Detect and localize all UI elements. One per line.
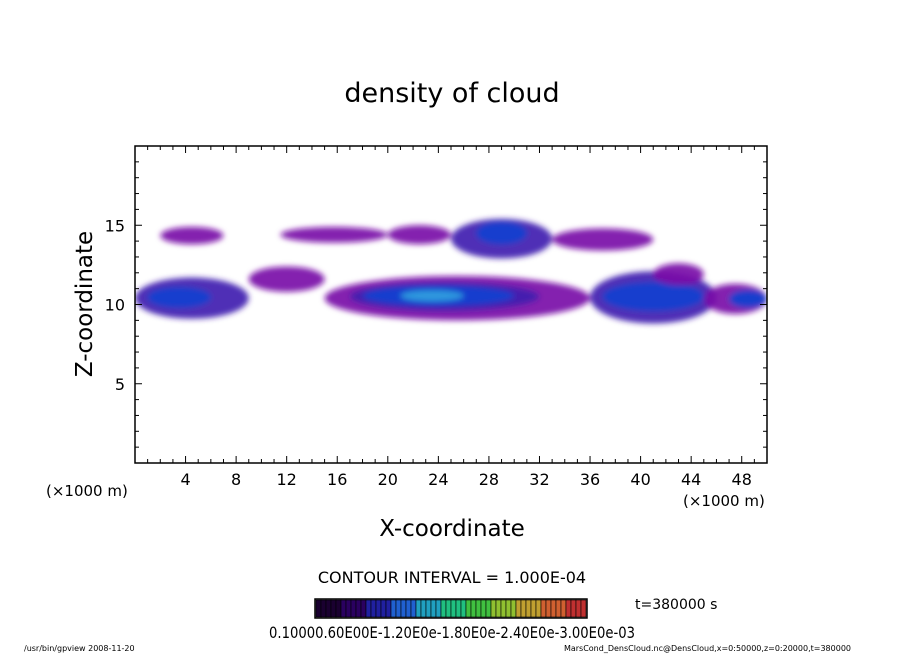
colorbar-swatch	[480, 599, 487, 618]
x-tick-label: 24	[428, 470, 448, 489]
cloud-region	[400, 290, 464, 302]
y-tick-label: 5	[115, 375, 125, 394]
x-tick-label: 28	[479, 470, 499, 489]
cloud-region	[147, 287, 211, 308]
cloud-region	[602, 282, 704, 311]
x-tick-label: 36	[580, 470, 600, 489]
footer-left: /usr/bin/gpview 2008-11-20	[24, 644, 135, 653]
colorbar-swatch	[375, 599, 382, 618]
x-tick-label: 12	[277, 470, 297, 489]
colorbar-frame	[314, 598, 588, 619]
colorbar-swatch	[560, 599, 567, 618]
x-tick-label: 48	[732, 470, 752, 489]
chart-title: density of cloud	[344, 78, 559, 109]
colorbar-swatch	[395, 599, 402, 618]
colorbar-swatch	[495, 599, 502, 618]
x-tick-label: 16	[327, 470, 347, 489]
colorbar-swatch	[400, 599, 407, 618]
colorbar-swatch	[465, 599, 472, 618]
z-unit-label: (×1000 m)	[46, 482, 128, 500]
colorbar-swatch	[535, 599, 542, 618]
colorbar-swatch	[510, 599, 517, 618]
cloud-region	[160, 226, 224, 245]
y-tick-label: 10	[105, 296, 125, 315]
colorbar-swatch	[350, 599, 357, 618]
cloud-region	[653, 263, 704, 286]
x-tick-label: 44	[681, 470, 701, 489]
cloud-region	[248, 266, 325, 292]
colorbar-swatch	[330, 599, 337, 618]
colorbar-swatch	[420, 599, 427, 618]
colorbar-swatch	[570, 599, 577, 618]
colorbar-swatch	[365, 599, 372, 618]
cloud-region	[387, 225, 451, 245]
colorbar-swatch	[345, 599, 352, 618]
colorbar-swatch	[325, 599, 332, 618]
colorbar-swatch	[355, 599, 362, 618]
colorbar-swatch	[565, 599, 572, 618]
colorbar-swatch	[550, 599, 557, 618]
colorbar-swatch	[505, 599, 512, 618]
colorbar-swatch	[525, 599, 532, 618]
colorbar-swatch	[520, 599, 527, 618]
colorbar	[315, 599, 587, 618]
colorbar-swatch	[500, 599, 507, 618]
x-tick-label: 40	[630, 470, 650, 489]
colorbar-swatch	[545, 599, 552, 618]
colorbar-swatch	[575, 599, 582, 618]
x-unit-label: (×1000 m)	[683, 492, 765, 510]
colorbar-swatch	[430, 599, 437, 618]
x-tick-label: 20	[378, 470, 398, 489]
colorbar-swatch	[340, 599, 347, 618]
colorbar-swatch	[360, 599, 367, 618]
colorbar-swatch	[415, 599, 422, 618]
colorbar-swatch	[335, 599, 342, 618]
colorbar-swatch	[515, 599, 522, 618]
colorbar-swatch	[485, 599, 492, 618]
colorbar-swatch	[320, 599, 327, 618]
time-label: t=380000 s	[635, 597, 717, 613]
colorbar-swatch	[385, 599, 392, 618]
x-tick-label: 32	[529, 470, 549, 489]
colorbar-swatch	[490, 599, 497, 618]
cloud-region	[280, 226, 388, 243]
x-tick-label: 4	[180, 470, 190, 489]
y-axis-label: Z-coordinate	[72, 231, 98, 377]
colorbar-swatch	[315, 599, 322, 618]
colorbar-swatch	[410, 599, 417, 618]
colorbar-swatch	[555, 599, 562, 618]
colorbar-swatch	[455, 599, 462, 618]
colorbar-swatch	[530, 599, 537, 618]
colorbar-swatch	[445, 599, 452, 618]
colorbar-swatch	[440, 599, 447, 618]
colorbar-swatch	[435, 599, 442, 618]
colorbar-swatch	[380, 599, 387, 618]
colorbar-swatch	[450, 599, 457, 618]
colorbar-swatch	[475, 599, 482, 618]
x-tick-label: 8	[231, 470, 241, 489]
colorbar-tick-labels: 0.10000.60E00E-1.20E0e-1.80E0e-2.40E0e-3…	[269, 623, 635, 642]
cloud-field	[135, 218, 767, 324]
colorbar-swatch	[370, 599, 377, 618]
y-tick-label: 15	[105, 216, 125, 235]
colorbar-swatch	[540, 599, 547, 618]
cloud-region	[729, 290, 767, 308]
colorbar-swatch	[460, 599, 467, 618]
footer-right: MarsCond_DensCloud.nc@DensCloud,x=0:5000…	[564, 644, 851, 653]
colorbar-swatch	[470, 599, 477, 618]
cloud-region	[476, 222, 527, 245]
x-axis-label: X-coordinate	[379, 516, 525, 542]
contour-interval-label: CONTOUR INTERVAL = 1.000E-04	[318, 568, 586, 587]
colorbar-swatch	[580, 599, 587, 618]
colorbar-swatch	[425, 599, 432, 618]
colorbar-swatch	[390, 599, 397, 618]
cloud-region	[552, 228, 654, 251]
colorbar-swatch	[405, 599, 412, 618]
